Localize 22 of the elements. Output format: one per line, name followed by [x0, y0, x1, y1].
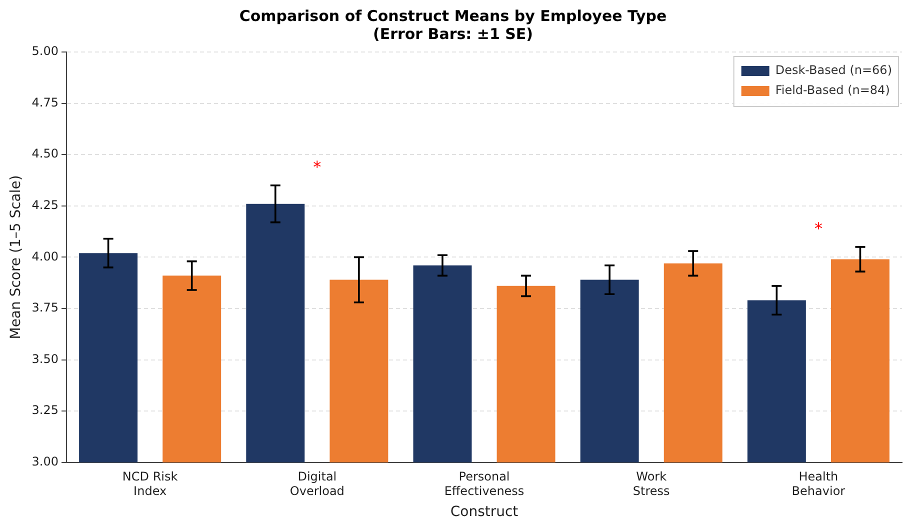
x-axis-title: Construct — [450, 504, 519, 520]
annotation: * — [313, 158, 322, 177]
x-tick-label: Work Stress — [632, 470, 670, 498]
y-tick-label: 4.00 — [32, 249, 59, 264]
x-tick-label: Health Behavior — [792, 470, 846, 498]
y-tick-label: 3.25 — [32, 403, 59, 418]
y-tick-label: 4.25 — [32, 198, 59, 212]
chart-subtitle: (Error Bars: ±1 SE) — [372, 24, 534, 43]
y-tick-label: 3.50 — [32, 352, 59, 366]
y-tick-label: 3.75 — [32, 300, 59, 315]
x-tick-label: Digital Overload — [290, 470, 344, 498]
x-tick-label: Personal Effectiveness — [444, 470, 524, 498]
y-tick-label: 4.75 — [32, 95, 59, 110]
y-tick-label: 5.00 — [32, 44, 59, 58]
y-tick-label: 3.00 — [32, 454, 59, 469]
chart-title: Comparison of Construct Means by Employee Type — [239, 6, 667, 25]
x-tick-label: NCD Risk Index — [122, 470, 178, 498]
y-axis-title: Mean Score (1–5 Scale) — [8, 175, 24, 340]
y-tick-label: 4.50 — [32, 146, 59, 161]
annotation: * — [814, 219, 822, 238]
legend-label: Desk-Based (n=66) — [775, 63, 892, 78]
legend-label: Field-Based (n=84) — [775, 83, 890, 98]
